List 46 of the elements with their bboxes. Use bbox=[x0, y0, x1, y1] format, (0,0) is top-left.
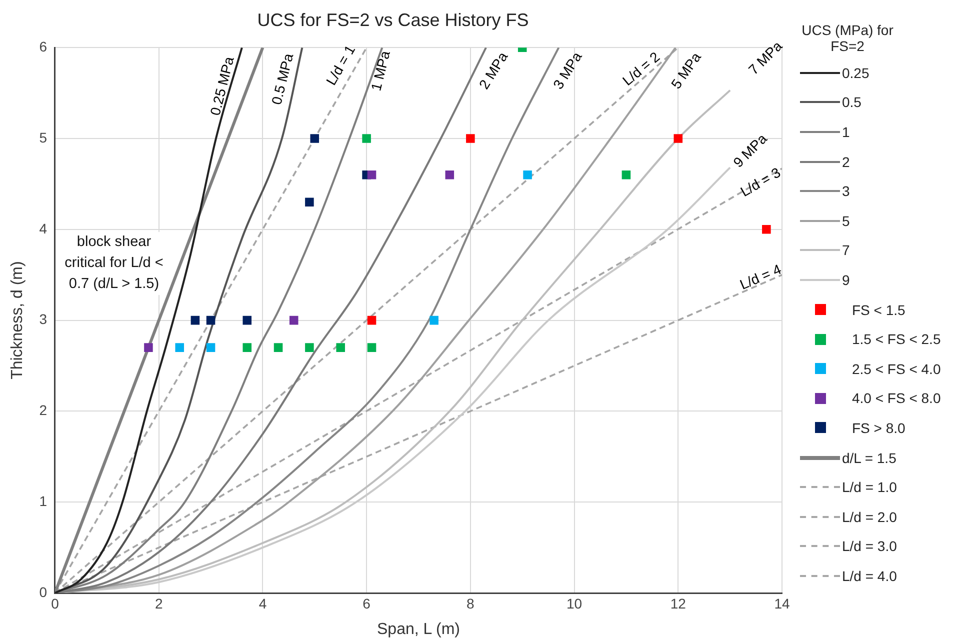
annotation: block shear critical for L/d < 0.7 (d/L > 1.5) bbox=[62, 232, 166, 295]
annotation: 1 MPa bbox=[368, 49, 394, 92]
legend-label: 4.0 < FS < 8.0 bbox=[852, 390, 941, 406]
x-tick-label: 0 bbox=[51, 595, 60, 612]
legend-label: 3 bbox=[842, 183, 850, 200]
legend-label: 2.5 < FS < 4.0 bbox=[852, 360, 941, 377]
legend-label: 1 bbox=[842, 124, 850, 140]
x-tick-label: 2 bbox=[154, 595, 163, 612]
legend-label: d/L = 1.5 bbox=[842, 450, 896, 466]
annotation: 0.5 MPa bbox=[268, 52, 296, 106]
legend-label: 5 bbox=[842, 212, 850, 229]
x-tick-label: 8 bbox=[466, 595, 475, 612]
legend-label: 0.25 bbox=[842, 64, 870, 81]
legend-label: L/d = 3.0 bbox=[842, 538, 897, 554]
legend-label: 0.5 bbox=[842, 94, 862, 110]
legend-label: L/d = 4.0 bbox=[842, 568, 897, 584]
x-axis-title: Span, L (m) bbox=[376, 620, 460, 638]
annotation: 7 MPa bbox=[745, 38, 786, 78]
x-tick-label: 12 bbox=[670, 595, 686, 612]
chart-title: UCS for FS=2 vs Case History FS bbox=[257, 10, 529, 30]
annotation: L/d = 4 bbox=[737, 260, 784, 293]
legend-label: FS > 8.0 bbox=[852, 420, 906, 436]
y-tick-label: 0 bbox=[39, 584, 48, 600]
annotation: 0.25 MPa bbox=[206, 54, 237, 118]
x-tick-label: 14 bbox=[774, 595, 790, 612]
y-tick-label: 4 bbox=[39, 220, 48, 236]
y-tick-label: 3 bbox=[39, 311, 48, 328]
annotation: L/d = 1 bbox=[322, 42, 358, 88]
annotation: L/d = 2 bbox=[619, 48, 663, 89]
y-axis-title: Thickness, d (m) bbox=[9, 261, 26, 380]
y-tick-label: 6 bbox=[39, 38, 48, 54]
x-tick-label: 10 bbox=[566, 595, 582, 612]
legend-label: FS < 1.5 bbox=[852, 302, 906, 318]
legend-label: 7 bbox=[842, 242, 850, 258]
x-tick-label: 6 bbox=[362, 595, 371, 612]
y-tick-label: 5 bbox=[39, 129, 48, 146]
legend-label: 1.5 < FS < 2.5 bbox=[852, 331, 941, 348]
y-tick-label: 2 bbox=[39, 402, 48, 418]
x-tick-label: 4 bbox=[258, 595, 267, 612]
legend-title: UCS (MPa) for FS=2 bbox=[800, 22, 894, 54]
legend-label: L/d = 2.0 bbox=[842, 508, 897, 525]
legend-label: 2 bbox=[842, 154, 850, 170]
legend-label: L/d = 1.0 bbox=[842, 479, 897, 496]
legend-label: 9 bbox=[842, 272, 850, 288]
y-tick-label: 1 bbox=[39, 492, 48, 509]
annotation: 9 MPa bbox=[730, 130, 770, 170]
